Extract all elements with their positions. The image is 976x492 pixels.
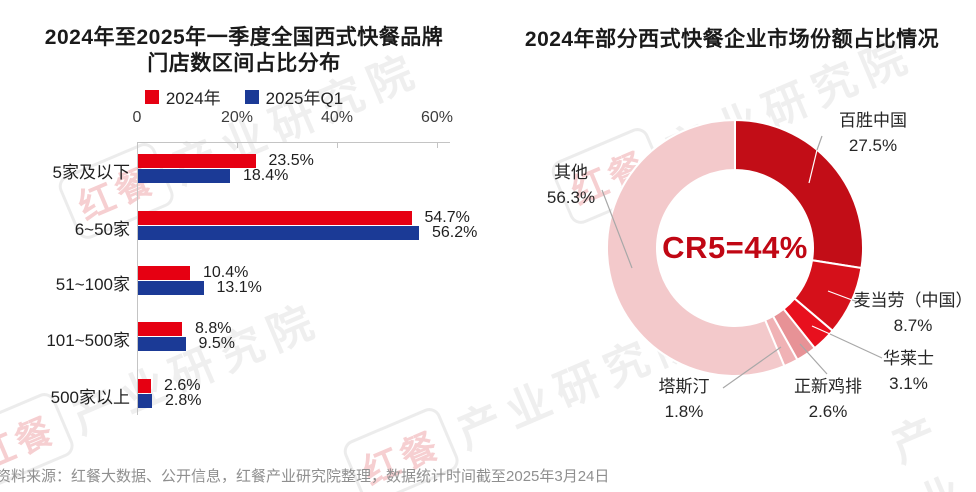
donut-center-label: CR5=44% xyxy=(662,230,808,265)
donut-slice xyxy=(734,118,864,270)
leader-line xyxy=(851,299,860,303)
bar-2024 xyxy=(138,266,190,280)
donut-slice-name: 其他 xyxy=(554,163,588,182)
bar-2024 xyxy=(138,154,256,168)
bar-value-label: 56.2% xyxy=(432,224,478,241)
bar-value-label: 9.5% xyxy=(198,335,235,352)
category-label: 51~100家 xyxy=(55,274,130,294)
donut-slice xyxy=(606,118,786,377)
category-label: 500家以上 xyxy=(50,387,130,407)
bar-chart-title-line2: 门店数区间占比分布 xyxy=(147,52,341,76)
bar-value-label: 2.6% xyxy=(164,377,201,394)
legend-label: 2024年 xyxy=(165,89,221,108)
leader-line xyxy=(722,346,782,389)
donut-slice-name: 塔斯汀 xyxy=(658,377,710,396)
donut-slice-name: 百胜中国 xyxy=(839,111,907,130)
leader-line xyxy=(808,149,818,184)
x-axis-line xyxy=(137,142,450,143)
bar-value-label: 54.7% xyxy=(424,209,470,226)
donut-slice-value: 1.8% xyxy=(664,402,704,421)
legend-swatch xyxy=(244,89,259,104)
category-label: 101~500家 xyxy=(46,330,130,350)
category-label: 6~50家 xyxy=(74,219,130,239)
x-axis-tick-label: 0 xyxy=(132,109,142,126)
donut-slice-name: 华莱士 xyxy=(883,349,934,368)
bar-2024 xyxy=(138,322,182,336)
bar-value-label: 18.4% xyxy=(243,167,289,184)
leader-line xyxy=(829,333,883,359)
x-axis-tick xyxy=(437,143,438,148)
x-axis-tick xyxy=(237,143,238,148)
x-axis-tick-label: 60% xyxy=(420,109,454,126)
y-axis-line xyxy=(137,142,138,415)
donut-slice-name: 正新鸡排 xyxy=(794,377,862,396)
donut-slice-label: 华莱士 3.1% xyxy=(866,346,951,396)
bar-value-label: 10.4% xyxy=(203,264,249,281)
x-axis-tick-label: 20% xyxy=(220,109,254,126)
bar-value-label: 23.5% xyxy=(268,152,314,169)
donut-slice-label: 其他 56.3% xyxy=(526,160,616,210)
bar-2024 xyxy=(138,379,151,393)
bar-plot: 23.5% 18.4% 54.7% 56.2% 10.4% 13.1% 8.8% 9.5% 2.… xyxy=(137,142,477,415)
source-note: 资料来源：红餐大数据、公开信息，红餐产业研究院整理，数据统计时间截至2025年3… xyxy=(0,468,610,485)
bar-2025q1 xyxy=(138,281,204,295)
donut-slice-value: 27.5% xyxy=(848,136,898,155)
bar-2025q1 xyxy=(138,169,230,183)
bar-2025q1 xyxy=(138,337,186,351)
donut-slice-label: 塔斯汀 1.8% xyxy=(639,374,729,424)
donut-slice-value: 3.1% xyxy=(889,374,928,393)
donut-slice-value: 2.6% xyxy=(808,402,848,421)
bar-value-label: 13.1% xyxy=(216,279,262,296)
bar-value-label: 2.8% xyxy=(165,392,202,409)
donut-chart-panel: 2024年部分西式快餐企业市场份额占比情况 CR5=44% 百胜中国 27.5% 麦… xyxy=(488,0,976,492)
donut-slice-label: 麦当劳（中国） 8.7% xyxy=(848,288,976,338)
donut-slice-value: 56.3% xyxy=(546,188,596,207)
legend-item: 2025年Q1 xyxy=(244,84,344,109)
donut-chart xyxy=(601,118,883,389)
bar-chart-title-line1: 2024年至2025年一季度全国西式快餐品牌 xyxy=(44,26,444,50)
bar-2025q1 xyxy=(138,226,419,240)
leader-line xyxy=(827,290,853,301)
leader-line xyxy=(601,189,633,269)
leader-line xyxy=(811,325,831,335)
donut-slice-value: 8.7% xyxy=(893,316,933,335)
donut-chart-title: 2024年部分西式快餐企业市场份额占比情况 xyxy=(524,28,940,52)
bar-chart-title: 2024年至2025年一季度全国西式快餐品牌 门店数区间占比分布 xyxy=(0,25,488,77)
donut-slice-label: 百胜中国 27.5% xyxy=(828,108,918,158)
bar-value-label: 8.8% xyxy=(195,320,232,337)
bar-chart-panel: 2024年至2025年一季度全国西式快餐品牌 门店数区间占比分布 2024年 202… xyxy=(0,25,488,415)
bar-2024 xyxy=(138,211,412,225)
bar-chart-legend: 2024年 2025年Q1 xyxy=(0,84,488,109)
donut-slice-label: 正新鸡排 2.6% xyxy=(783,374,873,424)
legend-item: 2024年 xyxy=(144,84,221,109)
x-axis-tick-label: 40% xyxy=(320,109,354,126)
leader-line xyxy=(799,343,828,375)
donut-slice-name: 麦当劳（中国） xyxy=(853,291,973,310)
legend-label: 2025年Q1 xyxy=(265,89,344,108)
x-axis-tick xyxy=(337,143,338,148)
bar-2025q1 xyxy=(138,394,152,408)
leader-line xyxy=(816,135,823,151)
legend-swatch xyxy=(144,89,159,104)
category-label: 5家及以下 xyxy=(52,162,130,182)
